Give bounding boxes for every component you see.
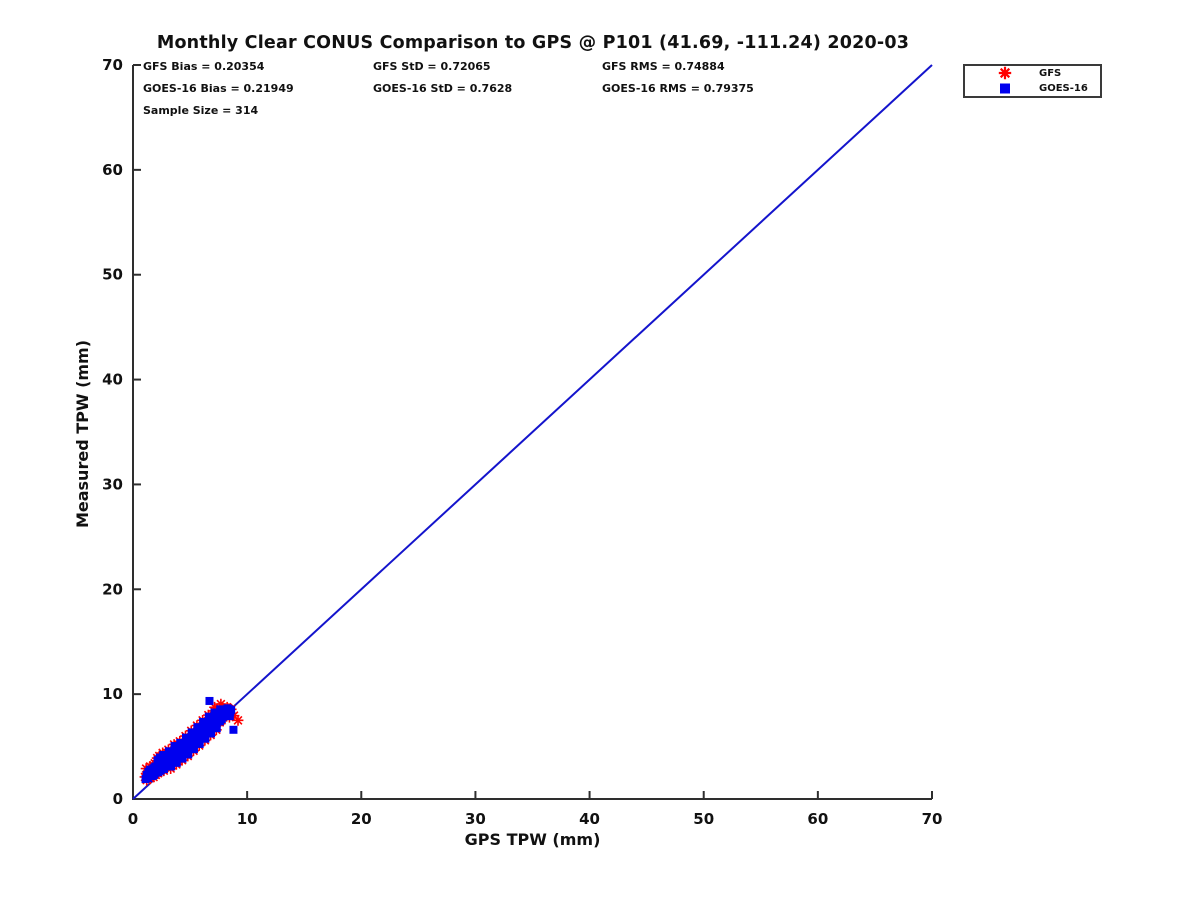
x-tick-label: 20 [351,810,372,828]
goes16-point [164,747,173,756]
x-tick-label: 40 [579,810,600,828]
goes16-point [223,704,232,713]
gfs-point [232,714,244,726]
gfs-point [209,701,221,713]
legend-label-goes16: GOES-16 [1039,83,1088,94]
legend-label-gfs: GFS [1039,68,1062,79]
goes16-point [229,725,238,734]
gfs-point [215,698,227,710]
goes16-point [225,712,234,721]
x-tick-label: 10 [237,810,258,828]
goes16-point [199,717,208,726]
legend-entry-goes16: GOES-16 [965,81,1100,96]
goes16-point [195,739,204,748]
x-axis-label: GPS TPW (mm) [465,830,601,849]
goes16-point [193,723,202,732]
goes16-square-icon [995,81,1015,96]
goes16-point [212,724,221,733]
goes16-point [210,708,219,717]
legend-entry-gfs: GFS [965,66,1100,81]
x-tick-label: 70 [922,810,943,828]
stat-goes16-std: GOES-16 StD = 0.7628 [373,82,513,95]
stat-gfs-std: GFS StD = 0.72065 [373,60,491,73]
goes16-point [181,733,190,742]
x-tick-label: 50 [693,810,714,828]
goes16-point [204,712,213,721]
stat-gfs-bias: GFS Bias = 0.20354 [143,60,265,73]
goes16-series [141,696,238,784]
legend: GFS GOES-16 [963,64,1102,98]
y-axis-label: Measured TPW (mm) [73,340,92,528]
chart-title: Monthly Clear CONUS Comparison to GPS @ … [156,33,910,53]
goes16-point [184,750,193,759]
y-tick-label: 0 [113,790,123,808]
y-tick-label: 30 [102,475,123,493]
y-tick-label: 60 [102,161,123,179]
goes16-point [189,745,198,754]
goes16-point [187,728,196,737]
y-tick-label: 70 [102,56,123,74]
goes16-point [178,754,187,763]
goes16-point [170,742,179,751]
x-tick-label: 30 [465,810,486,828]
x-tick-label: 0 [128,810,138,828]
one-to-one-line [132,64,933,800]
gfs-asterisk-icon [995,66,1015,81]
goes16-point [167,762,176,771]
goes16-point [176,738,185,747]
goes16-point [201,734,210,743]
stat-goes16-bias: GOES-16 Bias = 0.21949 [143,82,294,95]
y-tick-label: 20 [102,580,123,598]
y-tick-label: 40 [102,371,123,389]
stat-gfs-rms: GFS RMS = 0.74884 [602,60,725,73]
stat-sample-size: Sample Size = 314 [143,104,259,117]
y-tick-label: 10 [102,685,123,703]
stats-column-rms: GFS RMS = 0.74884 GOES-16 RMS = 0.79375 [602,56,754,100]
stats-column-bias: GFS Bias = 0.20354 GOES-16 Bias = 0.2194… [143,56,294,122]
goes16-point [207,729,216,738]
goes16-point [216,705,225,714]
goes16-point [205,696,214,705]
goes16-point [172,758,181,767]
stats-column-std: GFS StD = 0.72065 GOES-16 StD = 0.7628 [373,56,512,100]
y-tick-label: 50 [102,266,123,284]
x-tick-label: 60 [807,810,828,828]
stat-goes16-rms: GOES-16 RMS = 0.79375 [602,82,754,95]
